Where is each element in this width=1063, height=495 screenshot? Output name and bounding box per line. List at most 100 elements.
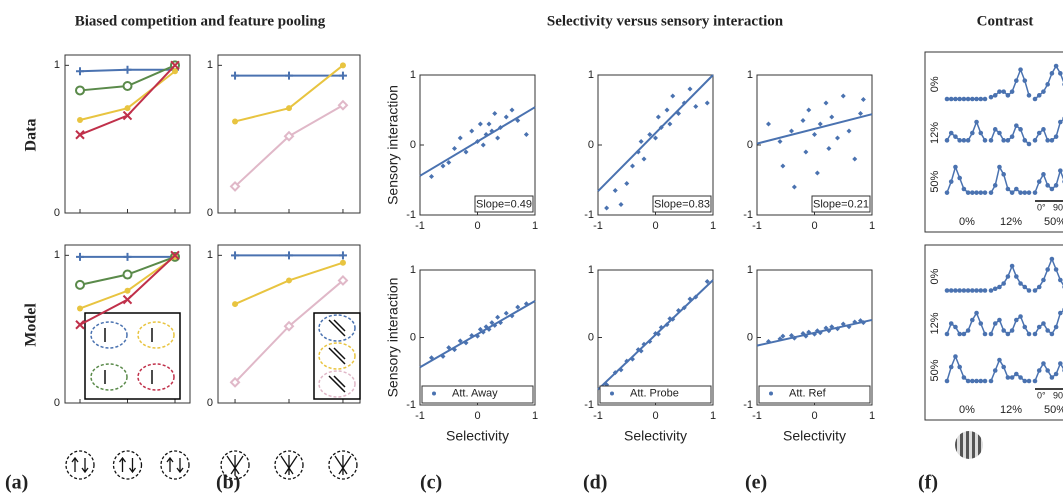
tuning-point <box>1032 96 1038 102</box>
point <box>803 333 809 339</box>
point <box>777 336 783 342</box>
tuning-point <box>1026 93 1032 98</box>
point <box>826 146 832 151</box>
point <box>812 331 817 337</box>
marker <box>339 62 346 69</box>
tuning-point <box>1045 82 1050 87</box>
y-tick-label: 0 <box>410 139 416 151</box>
point <box>612 370 618 376</box>
tuning-point <box>1005 138 1011 143</box>
point <box>664 322 670 328</box>
marker <box>122 81 133 92</box>
tuning-point <box>948 179 954 184</box>
point <box>604 205 610 211</box>
marker <box>122 294 133 305</box>
tuning-point <box>978 288 984 293</box>
point <box>681 305 687 311</box>
tuning-point <box>1053 63 1059 69</box>
point <box>503 114 509 120</box>
y-tick-label: 0 <box>54 207 60 219</box>
point <box>618 367 624 373</box>
marker <box>77 305 83 312</box>
legend-label: Att. Away <box>452 387 498 399</box>
tuning-point <box>965 328 971 333</box>
x-tick-label: -1 <box>752 410 762 422</box>
point <box>457 338 463 344</box>
tuning-point <box>978 378 984 384</box>
tuning-point <box>974 378 979 384</box>
y-tick-label: 1 <box>54 249 60 261</box>
tuning-point <box>974 190 979 195</box>
tuning-point <box>1014 186 1019 192</box>
annotation: Slope=0.83 <box>654 198 710 210</box>
tuning-point <box>970 130 975 136</box>
point <box>618 202 624 207</box>
y-tick-label: 1 <box>747 264 753 276</box>
stimulus-glyph <box>166 456 184 474</box>
point <box>480 329 486 335</box>
tuning-point <box>992 321 998 326</box>
stimulus-icon <box>160 450 190 480</box>
tuning-point <box>1058 277 1063 283</box>
point <box>489 128 495 134</box>
point <box>791 335 797 341</box>
y-tick-label: 1 <box>588 69 594 81</box>
grating-icon <box>955 431 983 459</box>
point <box>475 139 480 144</box>
stimulus-glyph <box>226 455 244 475</box>
point <box>823 100 829 106</box>
point <box>477 326 483 332</box>
fit-line <box>756 113 873 145</box>
tuning-point <box>992 368 998 373</box>
point <box>635 149 641 155</box>
point <box>812 132 817 137</box>
tuning-point <box>1018 67 1023 72</box>
tuning-point <box>1009 89 1015 94</box>
point <box>667 121 673 127</box>
tuning-point <box>1014 78 1019 83</box>
point <box>429 174 434 179</box>
stimulus-icon <box>328 450 358 480</box>
point <box>670 316 676 322</box>
marker <box>285 251 293 260</box>
tuning-point <box>1009 134 1015 139</box>
point <box>624 358 630 364</box>
y-tick-label: -1 <box>743 209 753 221</box>
marker <box>231 251 240 260</box>
y-tick-label: 1 <box>207 249 213 261</box>
inset-glyph <box>328 347 346 365</box>
tuning-point <box>953 288 958 293</box>
marker <box>232 301 239 308</box>
panel-label: (e) <box>745 472 767 494</box>
tuning-point <box>957 288 962 293</box>
point <box>806 107 812 113</box>
tuning-point <box>957 96 962 102</box>
x-tick-label: 1 <box>710 410 716 422</box>
tuning-point <box>1041 277 1046 283</box>
tuning-point <box>1049 138 1055 143</box>
point <box>486 121 492 127</box>
tuning-point <box>961 138 967 143</box>
point <box>814 170 820 176</box>
inset-ellipse <box>318 370 356 398</box>
tuning-point <box>978 190 984 195</box>
point <box>480 142 486 148</box>
tuning-point <box>1053 324 1059 330</box>
tuning-point <box>974 96 979 102</box>
row-label: 50% <box>929 359 941 381</box>
x-tick-label: 1 <box>869 410 875 422</box>
tuning-point <box>988 190 994 195</box>
point <box>704 100 710 106</box>
marker <box>77 116 83 123</box>
point <box>704 278 710 284</box>
axes-frame <box>756 74 873 216</box>
tuning-point <box>1041 172 1046 177</box>
marker <box>170 250 180 261</box>
inset-frame <box>84 312 181 400</box>
row-label: Model <box>23 303 40 347</box>
point <box>457 135 463 141</box>
tuning-point <box>970 317 975 323</box>
marker <box>75 279 85 290</box>
point <box>800 330 806 336</box>
